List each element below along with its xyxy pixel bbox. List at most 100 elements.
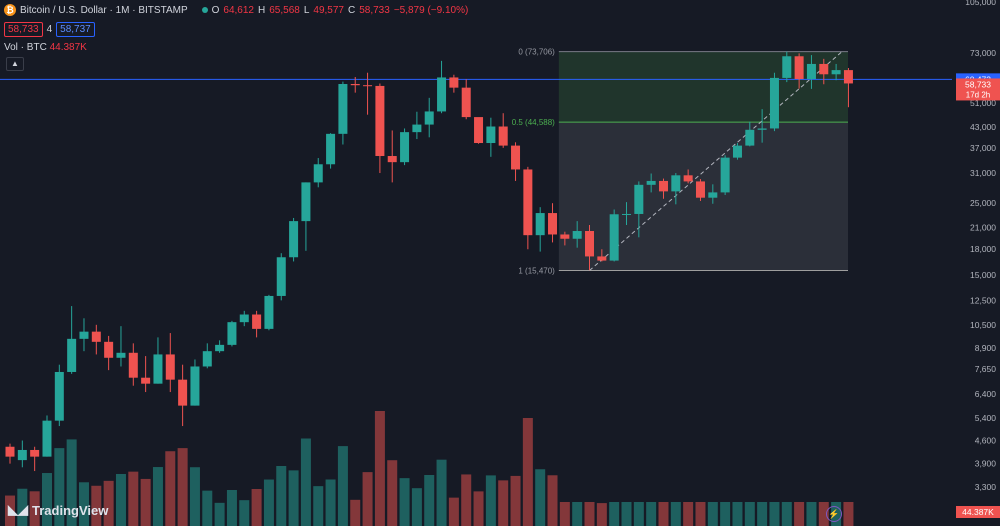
volume-bar — [214, 502, 225, 526]
candle-body — [819, 63, 829, 75]
candle-body — [609, 214, 619, 261]
candle-body — [264, 295, 274, 329]
volume-bar — [707, 502, 718, 526]
volume-bar — [374, 411, 385, 526]
y-tick-label: 25,000 — [970, 198, 996, 208]
volume-bar — [115, 474, 126, 526]
y-tick-label: 105,000 — [965, 0, 996, 7]
volume-legend: Vol · BTC 44.387K — [4, 42, 87, 53]
volume-bar — [140, 478, 151, 526]
volume-bar — [226, 490, 237, 526]
volume-bar — [522, 418, 533, 526]
y-tick-label: 7,650 — [975, 364, 997, 374]
candle-body — [326, 133, 336, 165]
y-tick-label: 37,000 — [970, 143, 996, 153]
fib-label-mid: 0.5 (44,588) — [512, 118, 555, 127]
candle-body — [400, 132, 410, 163]
volume-bar — [744, 502, 755, 526]
sell-button[interactable]: 58,733 — [4, 22, 43, 37]
candle-body — [683, 175, 693, 182]
candle-body — [658, 180, 668, 192]
candle-body — [486, 126, 496, 144]
volume-bar — [461, 474, 472, 526]
volume-bar — [559, 502, 570, 526]
volume-bar — [325, 479, 336, 526]
volume-bar — [757, 502, 768, 526]
ohlc-close: 58,733 — [359, 4, 390, 16]
candle-body — [5, 446, 15, 457]
volume-bar — [670, 502, 681, 526]
lightning-icon[interactable]: ⚡ — [826, 506, 842, 522]
volume-bar — [128, 471, 139, 526]
volume-bar — [794, 502, 805, 526]
y-tick-label: 43,000 — [970, 122, 996, 132]
volume-bar — [103, 480, 114, 526]
y-tick-label: 3,900 — [975, 459, 997, 469]
y-tick-label: 18,000 — [970, 244, 996, 254]
y-tick-label: 4,600 — [975, 436, 997, 446]
candle-body — [116, 352, 126, 358]
chevron-up-icon[interactable]: ▲ — [6, 57, 24, 71]
volume-bar — [584, 502, 595, 526]
candle-body — [153, 354, 163, 384]
trade-buttons: 58,733 4 58,737 — [4, 22, 95, 37]
volume-bar — [5, 495, 15, 526]
volume-bar — [843, 502, 854, 526]
candle-body — [782, 56, 792, 78]
volume-bar — [411, 488, 422, 526]
candle-body — [338, 84, 348, 134]
y-tick-label: 5,400 — [975, 413, 997, 423]
volume-bar — [498, 480, 509, 526]
buy-button[interactable]: 58,737 — [56, 22, 95, 37]
volume-label: Vol · BTC — [4, 42, 47, 53]
logo-text: TradingView — [32, 502, 109, 518]
volume-bar — [806, 502, 817, 526]
symbol-title[interactable]: Bitcoin / U.S. Dollar · 1M · BITSTAMP — [20, 4, 188, 16]
volume-bar — [781, 502, 792, 526]
volume-bar — [165, 451, 176, 526]
volume-bar — [362, 472, 373, 526]
ohlc-high: 65,568 — [269, 4, 300, 16]
candle-body — [794, 56, 804, 80]
ohlc-change: −5,879 (−9.10%) — [393, 4, 469, 16]
fib-label-low: 1 (15,470) — [518, 266, 555, 275]
y-tick-label: 8,900 — [975, 343, 997, 353]
y-tick-label: 10,500 — [970, 320, 996, 330]
candle-body — [806, 63, 816, 80]
volume-bar — [621, 502, 632, 526]
candle-body — [141, 377, 151, 384]
candle-body — [548, 213, 558, 235]
candle-body — [634, 184, 644, 214]
candle-body — [252, 314, 262, 329]
volume-bar — [658, 502, 669, 526]
candle-body — [732, 145, 742, 158]
volume-bar — [818, 502, 829, 526]
candle-body — [511, 145, 521, 170]
candle-body — [535, 213, 545, 236]
volume-bar — [485, 475, 496, 526]
candle-body — [585, 231, 595, 257]
tv-mark-icon: ◣◢ — [8, 502, 28, 517]
volume-bar — [609, 502, 620, 526]
volume-bar — [337, 446, 348, 526]
volume-tag-value: 44.387K — [962, 507, 994, 517]
volume-bar — [288, 470, 299, 526]
ohlc-close-label: C — [347, 4, 356, 16]
candle-body — [572, 231, 582, 239]
y-tick-label: 6,400 — [975, 389, 997, 399]
tradingview-logo[interactable]: ◣◢ TradingView — [8, 502, 108, 518]
volume-bar — [177, 448, 188, 526]
candle-body — [42, 420, 52, 457]
candle-body — [91, 331, 101, 342]
volume-bar — [683, 502, 694, 526]
volume-bar — [54, 448, 65, 526]
candle-body — [301, 182, 311, 222]
volume-bar — [17, 488, 28, 526]
candle-body — [54, 371, 64, 421]
candle-body — [128, 352, 138, 378]
candle-body — [289, 221, 299, 258]
volume-bar — [29, 491, 40, 526]
volume-bar — [535, 469, 546, 526]
